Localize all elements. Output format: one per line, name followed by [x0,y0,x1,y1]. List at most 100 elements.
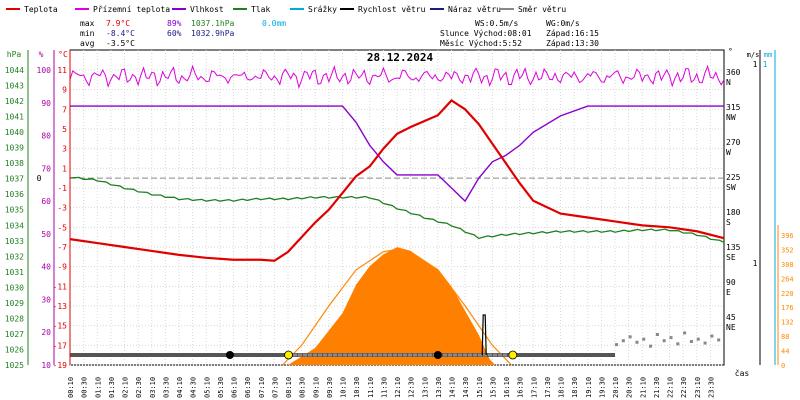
stats-max-label: max [80,19,95,28]
percent-tick-label: 80 [41,132,51,141]
legend-label: Teplota [24,5,58,14]
mm-axis-unit: mm [764,51,772,59]
celsius-tick-label: 11 [57,66,67,75]
solar-tick-label: 396 [781,232,794,240]
solar-tick-label: 44 [781,348,789,356]
hpa-tick-label: 1033 [5,237,24,246]
legend-label: Přízemní teplota [93,5,170,14]
percent-tick-label: 30 [41,295,51,304]
wind-direction-dot [689,340,693,343]
direction-tick-deg: 225 [726,173,741,182]
x-tick-label: 16:10 [503,377,511,398]
wind-gust-spike [481,314,487,356]
celsius-tick-label: -3 [57,204,67,213]
x-tick-label: 19:10 [585,377,593,398]
x-tick-label: 11:30 [380,377,388,398]
x-tick-label: 19:30 [598,377,606,398]
info-sun: Slunce Východ:08:01 [440,29,532,38]
x-tick-label: 05:30 [217,377,225,398]
x-tick-label: 10:30 [353,377,361,398]
celsius-tick-label: -1 [57,184,67,193]
hpa-tick-label: 1044 [5,66,24,75]
x-tick-label: 06:10 [231,377,239,398]
x-tick-label: 20:30 [626,377,634,398]
percent-tick-label: 90 [41,99,51,108]
solar-tick-label: 308 [781,261,794,269]
solar-tick-label: 88 [781,333,789,341]
x-tick-label: 22:10 [667,377,675,398]
direction-tick-deg: 315 [726,103,741,112]
x-tick-label: 21:30 [653,377,661,398]
hpa-tick-label: 1037 [5,175,24,184]
sunset-marker [508,350,518,360]
direction-tick-dir: NE [726,323,736,332]
celsius-tick-label: 7 [62,105,67,114]
percent-axis-unit: % [39,50,44,59]
x-tick-label: 09:30 [326,377,334,398]
humidity-line [70,105,724,203]
percent-tick-label: 70 [41,164,51,173]
x-tick-label: 17:30 [544,377,552,398]
info-moon-set: Západ:13:30 [546,39,599,48]
hpa-tick-label: 1028 [5,314,24,323]
direction-tick-deg: 270 [726,138,741,147]
x-tick-label: 00:10 [67,377,75,398]
celsius-tick-label: -5 [57,223,67,232]
markers [225,350,518,360]
ms-tick-label: 1 [753,60,758,69]
x-tick-label: 05:10 [203,377,211,398]
ground-temperature-line [69,64,725,90]
wind-direction-dot [703,341,707,345]
x-tick-label: 07:30 [271,377,279,398]
hpa-axis-unit: hPa [7,50,22,59]
x-tick-label: 22:30 [680,377,688,398]
x-tick-label: 18:10 [558,377,566,398]
hpa-tick-label: 1043 [5,82,24,91]
celsius-tick-label: 5 [62,125,67,134]
percent-tick-label: 10 [41,361,51,370]
direction-tick-deg: 90 [726,278,736,287]
x-tick-label: 14:30 [462,377,470,398]
stats-avg-label: avg [80,39,95,48]
wind-direction-dot [615,343,618,347]
x-axis-label: čas [735,368,750,378]
hpa-tick-label: 1027 [5,330,24,339]
stats-max-temp: 7.9°C [106,19,130,28]
stats-max-rain: 0.0mm [262,19,286,28]
solar-tick-label: 132 [781,319,794,327]
celsius-tick-label: -17 [53,341,68,350]
axes: hPa1044104310421041104010391038103710361… [5,47,794,398]
stats-min-press: 1032.9hPa [191,29,235,38]
direction-tick-deg: 180 [726,208,741,217]
hpa-tick-label: 1026 [5,345,24,354]
celsius-tick-label: -15 [53,322,68,331]
percent-tick-label: 20 [41,328,51,337]
hpa-tick-label: 1030 [5,283,24,292]
pressure-line [69,176,725,243]
legend-label: Vlhkost [190,5,224,14]
wind-direction-dot [655,333,659,336]
hpa-tick-label: 1031 [5,268,24,277]
solar-tick-label: 176 [781,304,794,312]
x-tick-label: 23:10 [694,377,702,398]
wind-direction-dot [635,340,639,344]
x-tick-label: 16:30 [517,377,525,398]
celsius-tick-label: -11 [53,282,68,291]
x-tick-label: 14:10 [449,377,457,398]
chart-title: 28.12.2024 [367,51,434,64]
solar-tick-label: 352 [781,246,794,254]
hpa-tick-label: 1034 [5,221,24,230]
hpa-tick-label: 1040 [5,128,24,137]
wind-direction-dot [662,339,666,343]
direction-tick-dir: SE [726,253,736,262]
legend-label: Rychlost větru [358,5,426,14]
x-tick-label: 10:10 [340,377,348,398]
x-tick-label: 02:30 [135,377,143,398]
legend-label: Srážky [308,5,337,14]
series-lines [69,64,725,357]
legend-label: Náraz větru [448,5,501,14]
sunrise-marker [284,350,293,360]
wind-direction-dot [642,337,646,341]
x-tick-label: 21:10 [639,377,647,398]
